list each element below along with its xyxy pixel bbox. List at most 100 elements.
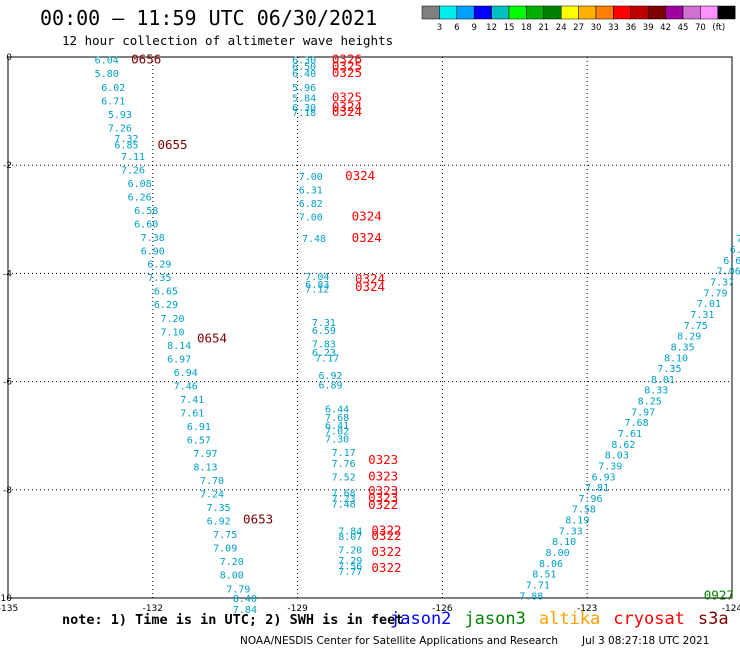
swh-value-label: 7.35 (207, 503, 231, 514)
swh-value-label: 7.75 (684, 321, 708, 332)
swh-value-label: 7.35 (147, 273, 171, 284)
swh-value-label: 6.44 (325, 405, 349, 416)
swh-value-label: 7.35 (657, 364, 681, 375)
swh-value-label: 5.96 (292, 83, 316, 94)
swh-value-label: 7.68 (325, 413, 349, 424)
legend-label: 18 (521, 23, 532, 33)
pass-time-label: 0323 (368, 490, 398, 505)
legend-swatch (578, 5, 597, 20)
x-tick-label: -126 (432, 604, 453, 614)
swh-value-label: 7.17 (332, 448, 356, 459)
swh-value-label: 8.14 (167, 341, 191, 352)
satellite-legend-s3a: s3a (697, 609, 729, 629)
y-tick-label: -10 (0, 594, 12, 604)
swh-value-label: 8.10 (552, 537, 576, 548)
swh-value-label: 7.71 (526, 580, 550, 591)
swh-value-label: 6.89 (318, 380, 342, 391)
swh-value-label: 8.00 (546, 548, 570, 559)
y-tick-label: 0 (6, 53, 12, 63)
pass-time-label: 0927 (704, 587, 734, 602)
swh-value-label: 7.48 (332, 499, 356, 510)
swh-value-label: 7.39 (736, 234, 740, 245)
swh-value-label: 7.20 (160, 314, 184, 325)
satellite-legend-altika: altika (538, 609, 601, 629)
legend-label: 39 (643, 23, 654, 33)
legend-swatch (647, 5, 666, 20)
swh-value-label: 7.56 (338, 562, 362, 573)
swh-value-label: 6.93 (592, 472, 616, 483)
pass-time-label: 0323 (368, 468, 398, 483)
pass-time-label: 0324 (355, 271, 385, 286)
swh-value-label: 7.96 (578, 494, 602, 505)
credit-date: Jul 3 08:27:18 UTC 2021 (582, 635, 710, 647)
swh-value-label: 6.23 (312, 348, 336, 359)
swh-value-label: 7.30 (325, 434, 349, 445)
pass-time-label: 0324 (352, 230, 382, 245)
legend-label: 12 (486, 23, 497, 33)
pass-time-label: 0326 (332, 52, 362, 67)
swh-value-label: 6.04 (95, 56, 119, 67)
swh-value-label: 7.61 (180, 408, 204, 419)
swh-value-label: 6.26 (128, 193, 152, 204)
swh-value-label: 7.04 (305, 272, 329, 283)
swh-value-label: 8.62 (611, 440, 635, 451)
swh-value-label: 7.09 (213, 544, 237, 555)
x-tick-label: -124 (722, 604, 740, 614)
pass-time-label: 0324 (355, 279, 385, 294)
plot-frame (7, 56, 733, 599)
legend-label: 70 (695, 23, 706, 33)
swh-value-label: 8.35 (671, 342, 695, 353)
swh-value-label: 8.13 (193, 463, 217, 474)
legend-label: 30 (591, 23, 602, 33)
swh-value-label: 7.10 (160, 327, 184, 338)
pass-time-label: 0322 (371, 560, 401, 575)
swh-value-label: 7.11 (121, 152, 145, 163)
legend-swatch (439, 5, 458, 20)
swh-value-label: 7.68 (332, 489, 356, 500)
pass-time-label: 0322 (371, 544, 401, 559)
swh-value-label: 8.33 (644, 386, 668, 397)
swh-value-label: 6.59 (312, 326, 336, 337)
pass-time-label: 0323 (368, 483, 398, 498)
y-tick-label: -2 (3, 161, 12, 171)
swh-value-label: 6.41 (325, 421, 349, 432)
legend-label: 27 (573, 23, 584, 33)
swh-value-label: 7.39 (598, 461, 622, 472)
swh-value-label: 8.03 (605, 451, 629, 462)
swh-value-label: 6.30 (292, 56, 316, 67)
swh-value-label: 5.84 (292, 94, 316, 105)
swh-value-label: 6.94 (174, 368, 198, 379)
swh-value-label: 7.31 (690, 310, 714, 321)
swh-value-label: 5.80 (95, 69, 119, 80)
legend-swatch (700, 5, 719, 20)
swh-value-label: 6.97 (167, 354, 191, 365)
swh-value-label: 7.26 (121, 166, 145, 177)
swh-value-label: 6.08 (128, 179, 152, 190)
legend-label: 42 (660, 23, 671, 33)
swh-value-label: 7.18 (292, 108, 316, 119)
legend-label: 6 (454, 23, 459, 33)
swh-value-label: 6.57 (187, 435, 211, 446)
swh-value-label: 8.25 (638, 397, 662, 408)
swh-value-label: 7.61 (618, 429, 642, 440)
swh-value-label: 6.02 (101, 83, 125, 94)
legend-label: 3 (437, 23, 442, 33)
swh-value-label: 7.02 (325, 426, 349, 437)
pass-time-label: 0322 (368, 497, 398, 512)
satellite-legend-cryosat: cryosat (613, 609, 685, 629)
swh-value-label: 6.29 (154, 300, 178, 311)
legend-swatch (421, 5, 440, 20)
legend-swatch (543, 5, 562, 20)
legend-swatch (456, 5, 475, 20)
swh-value-label: 7.84 (338, 526, 362, 537)
legend-swatch (682, 5, 701, 20)
satellite-legend: jason2 jason3 altika cryosat s3a (390, 609, 740, 629)
swh-value-label: 6.56 (730, 245, 740, 256)
swh-value-label: 6.58 (134, 206, 158, 217)
swh-value-label: 6.29 (147, 260, 171, 271)
satellite-legend-jason2: jason2 (390, 609, 452, 629)
swh-value-label: 7.17 (315, 353, 339, 364)
legend-swatch (473, 5, 492, 20)
x-tick-label: -135 (0, 604, 18, 614)
